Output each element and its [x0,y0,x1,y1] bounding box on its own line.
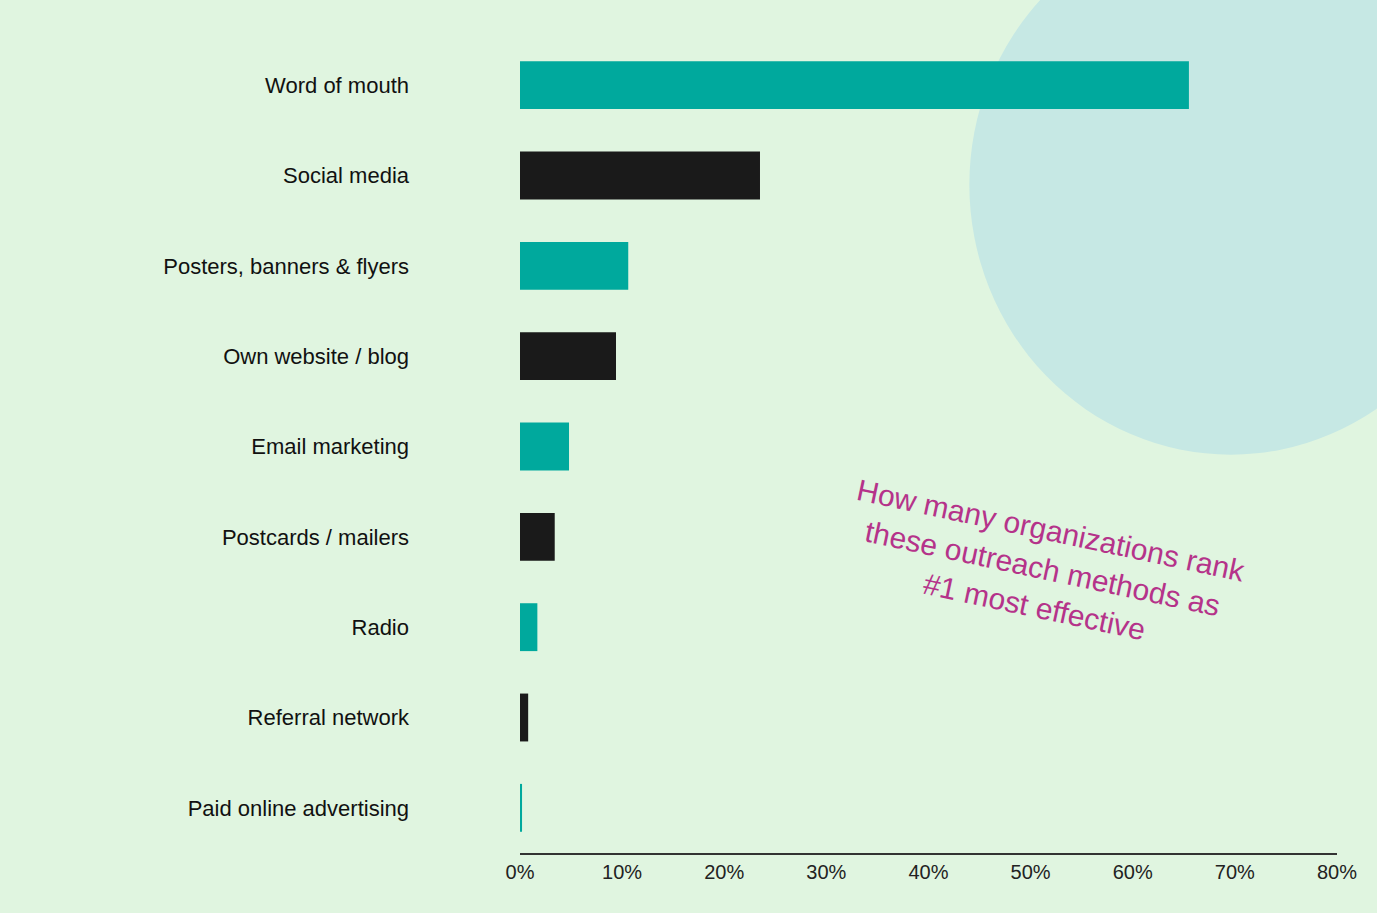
svg-text:Radio: Radio [352,615,409,640]
svg-text:60%: 60% [1113,861,1153,883]
svg-text:Word of mouth: Word of mouth [265,73,409,98]
svg-text:20%: 20% [704,861,744,883]
svg-text:0%: 0% [506,861,535,883]
svg-text:70%: 70% [1215,861,1255,883]
svg-text:Social media: Social media [283,163,410,188]
svg-text:Email marketing: Email marketing [251,434,409,459]
svg-text:How many organizations rankthe: How many organizations rankthese outreac… [838,473,1249,664]
svg-text:80%: 80% [1317,861,1357,883]
svg-text:Own website / blog: Own website / blog [223,344,409,369]
svg-text:Referral network: Referral network [248,705,410,730]
svg-text:50%: 50% [1011,861,1051,883]
svg-text:Paid online advertising: Paid online advertising [188,796,409,821]
svg-text:Postcards / mailers: Postcards / mailers [222,525,409,550]
svg-text:30%: 30% [806,861,846,883]
svg-text:40%: 40% [908,861,948,883]
svg-text:Posters, banners & flyers: Posters, banners & flyers [163,254,409,279]
svg-text:10%: 10% [602,861,642,883]
